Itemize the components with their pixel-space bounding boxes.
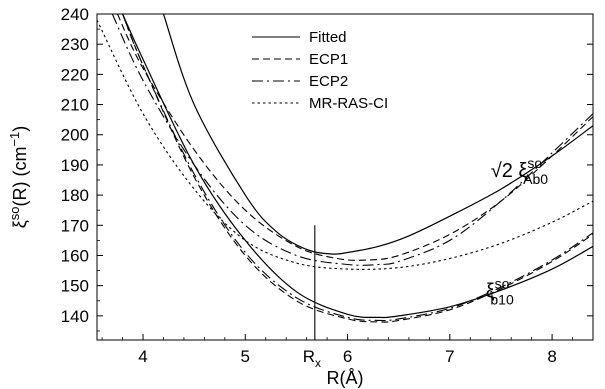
y-axis-title: ξso(R) (cm−1) bbox=[7, 126, 30, 229]
legend: Fitted ECP1 ECP2 MR-RAS-CI bbox=[252, 29, 388, 112]
legend-label: ECP1 bbox=[309, 51, 348, 68]
x-tick-label: 6 bbox=[343, 347, 352, 366]
legend-label: MR-RAS-CI bbox=[309, 95, 388, 112]
y-tick-label: 230 bbox=[61, 35, 89, 54]
series-line-ecp2-ab0 bbox=[111, 14, 593, 266]
series-line-mr-ras-ci-ab0 bbox=[97, 19, 593, 270]
y-tick-label: 170 bbox=[61, 216, 89, 235]
x-tick-label: 8 bbox=[547, 347, 556, 366]
plot-area bbox=[97, 14, 593, 323]
y-tick-label: 240 bbox=[61, 5, 89, 24]
y-tick-label: 210 bbox=[61, 96, 89, 115]
series-line-ecp1-b10 bbox=[122, 14, 593, 323]
y-tick-label: 220 bbox=[61, 65, 89, 84]
legend-label: ECP2 bbox=[309, 73, 348, 90]
x-tick-label: 4 bbox=[138, 347, 147, 366]
axes: 4 5 6 7 8 140 150 160 170 180 190 200 210 220 230 240 R(… bbox=[7, 5, 594, 388]
annotation-xi-ab0: √2 ξso Ab0 bbox=[491, 155, 549, 187]
annotations: √2 ξso Ab0 ξso b10 Rx bbox=[303, 155, 549, 370]
rx-label: Rx bbox=[303, 347, 321, 370]
series-line-fitted-b10 bbox=[122, 14, 593, 319]
y-tick-label: 180 bbox=[61, 186, 89, 205]
y-tick-label: 150 bbox=[61, 277, 89, 296]
x-axis-title: R(Å) bbox=[327, 368, 364, 388]
x-tick-label: 5 bbox=[241, 347, 250, 366]
series-line-ecp2-b10 bbox=[122, 14, 593, 322]
annotation-xi-b10: ξso b10 bbox=[486, 276, 514, 308]
y-tick-label: 200 bbox=[61, 126, 89, 145]
x-tick-label: 7 bbox=[445, 347, 454, 366]
y-tick-label: 160 bbox=[61, 246, 89, 265]
series-line-fitted-ab0 bbox=[162, 14, 593, 255]
plot-frame bbox=[96, 13, 594, 341]
y-tick-label: 190 bbox=[61, 156, 89, 175]
series-line-ecp1-ab0 bbox=[117, 14, 593, 261]
y-tick-label: 140 bbox=[61, 307, 89, 326]
legend-label: Fitted bbox=[309, 29, 347, 46]
